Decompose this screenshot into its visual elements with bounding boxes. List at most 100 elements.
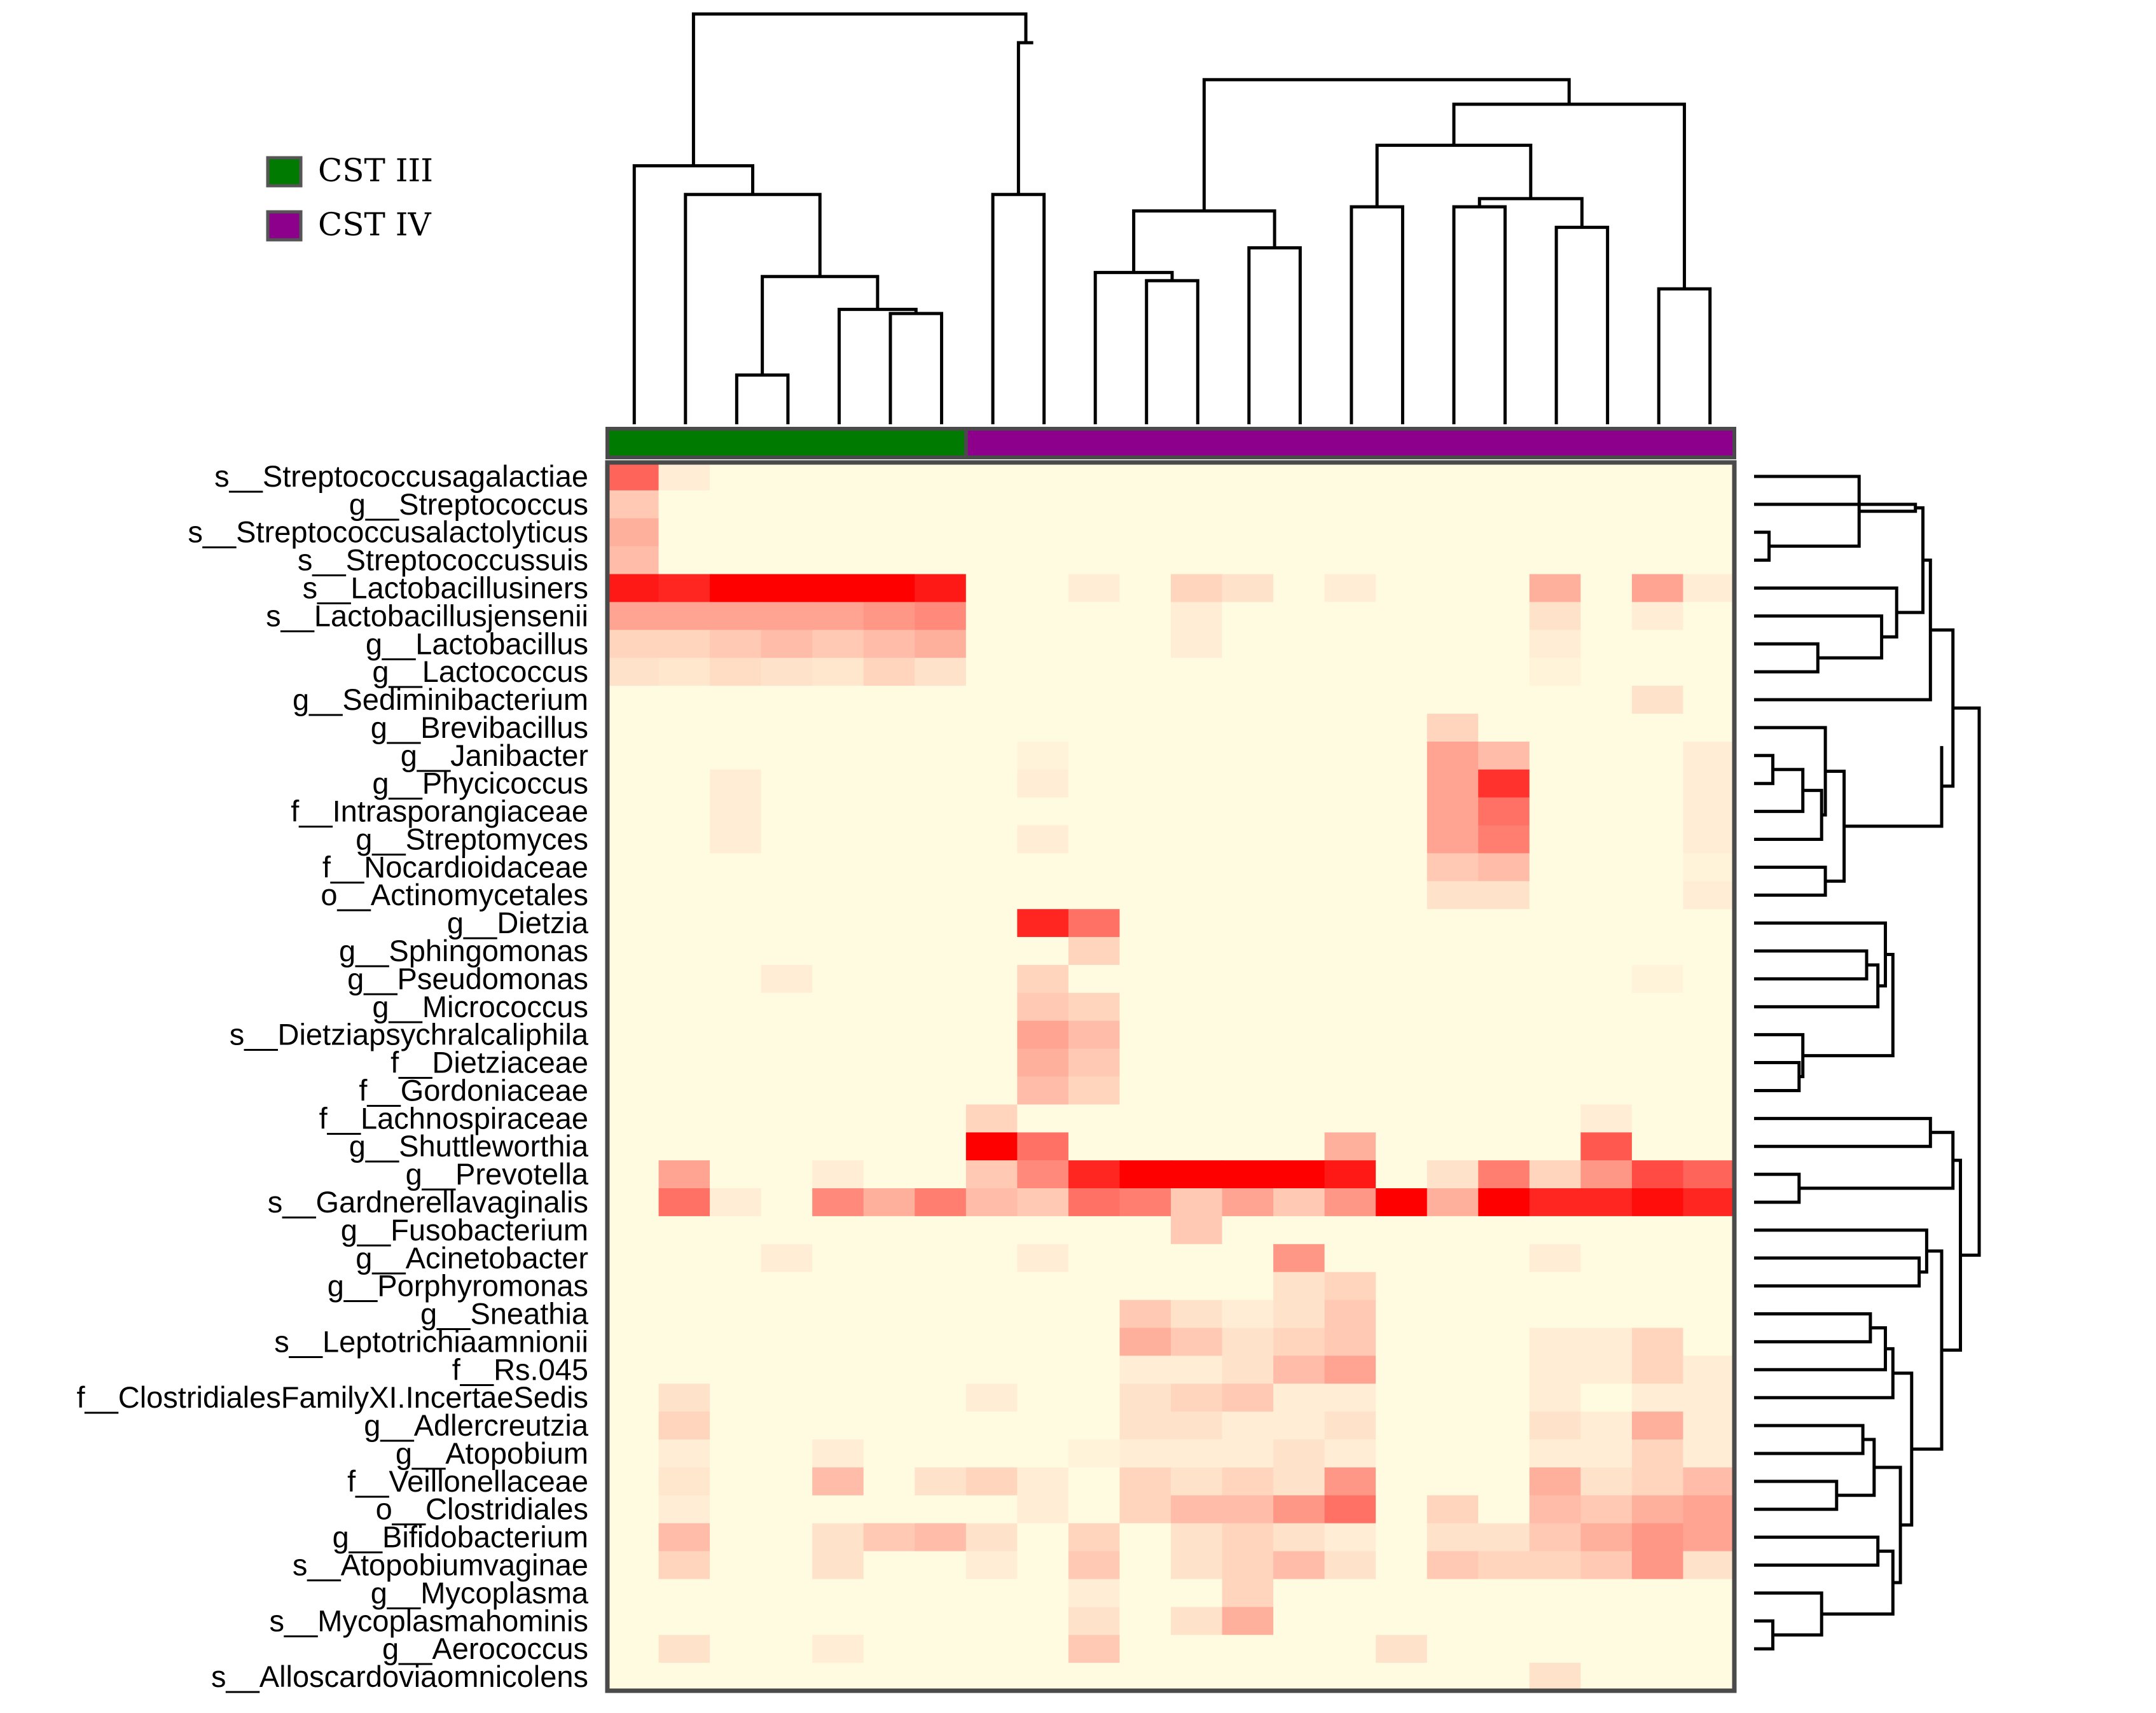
heatmap-cell: [1631, 1328, 1684, 1356]
heatmap-cell: [1683, 574, 1735, 603]
heatmap-cell: [1119, 1384, 1171, 1412]
heatmap-cell: [1017, 1663, 1069, 1691]
heatmap-cell: [1427, 462, 1479, 491]
heatmap-cell: [1683, 769, 1735, 798]
heatmap-cell: [761, 462, 813, 491]
heatmap-cell: [1683, 462, 1735, 491]
heatmap-cell: [658, 797, 710, 826]
heatmap-cell: [761, 1467, 813, 1496]
heatmap-cell: [1068, 1579, 1121, 1607]
heatmap-cell: [1068, 462, 1121, 491]
heatmap-cell: [761, 1607, 813, 1635]
heatmap-cell: [1171, 741, 1223, 770]
heatmap-cell: [1478, 462, 1530, 491]
heatmap-cell: [1119, 937, 1171, 966]
heatmap-cell: [710, 574, 762, 603]
dendrogram-branch: [1202, 78, 1571, 211]
heatmap-cell: [965, 686, 1018, 714]
heatmap-cell: [812, 630, 864, 658]
heatmap-cell: [1273, 1495, 1325, 1524]
heatmap-cell: [812, 1188, 864, 1217]
heatmap-cell: [1171, 1467, 1223, 1496]
heatmap-cell: [607, 1132, 660, 1161]
heatmap-cell: [1222, 686, 1274, 714]
heatmap-cell: [658, 964, 710, 994]
heatmap-cell: [607, 1635, 660, 1663]
heatmap-cell: [965, 1439, 1018, 1468]
heatmap-cell: [1683, 713, 1735, 742]
heatmap-cell: [1478, 574, 1530, 603]
heatmap-cell: [658, 686, 710, 714]
heatmap-cell: [1222, 964, 1274, 994]
heatmap-cell: [1068, 686, 1121, 714]
heatmap-cell: [1119, 1551, 1171, 1580]
heatmap-cell: [863, 1635, 915, 1663]
heatmap-cell: [761, 1216, 813, 1245]
heatmap-cell: [1324, 1411, 1376, 1440]
heatmap-cell: [607, 1244, 660, 1273]
heatmap-cell: [1631, 630, 1684, 658]
heatmap-cell: [1427, 1663, 1479, 1691]
row-label: o__Actinomycetales: [321, 878, 588, 912]
heatmap-cell: [658, 1300, 710, 1329]
heatmap-cell: [1017, 1244, 1069, 1273]
heatmap-cell: [1631, 881, 1684, 910]
heatmap-cell: [1427, 686, 1479, 714]
heatmap-cell: [1068, 518, 1121, 547]
heatmap-cell: [1478, 1300, 1530, 1329]
heatmap-cell: [1324, 881, 1376, 910]
heatmap-cell: [1683, 881, 1735, 910]
heatmap-cell: [1273, 1551, 1325, 1580]
heatmap-cell: [1631, 1384, 1684, 1412]
heatmap-cell: [812, 825, 864, 854]
heatmap-cell: [1171, 1132, 1223, 1161]
heatmap-cell: [1324, 1439, 1376, 1468]
heatmap-cell: [1580, 602, 1633, 630]
heatmap-cell: [965, 574, 1018, 603]
column-group-segment: [964, 427, 1736, 459]
heatmap-cell: [1017, 769, 1069, 798]
heatmap-cell: [1068, 1132, 1121, 1161]
heatmap-cell: [1171, 937, 1223, 966]
heatmap-cell: [1683, 518, 1735, 547]
heatmap-cell: [1376, 797, 1428, 826]
heatmap-cell: [915, 602, 967, 630]
heatmap-cell: [1580, 1523, 1633, 1552]
heatmap-cell: [710, 964, 762, 994]
heatmap-cell: [710, 1104, 762, 1133]
heatmap-cell: [710, 1635, 762, 1663]
dendrogram-branch: [1554, 225, 1610, 424]
heatmap-cell: [1171, 1076, 1223, 1105]
heatmap-cell: [761, 1328, 813, 1356]
heatmap-cell: [915, 1411, 967, 1440]
heatmap-cell: [1580, 741, 1633, 770]
heatmap-cell: [1171, 1635, 1223, 1663]
heatmap-cell: [1068, 1188, 1121, 1217]
heatmap-cell: [1222, 1523, 1274, 1552]
heatmap-cell: [710, 1300, 762, 1329]
heatmap-cell: [812, 741, 864, 770]
heatmap-cell: [812, 1216, 864, 1245]
heatmap-cell: [710, 853, 762, 882]
heatmap-cell: [1017, 741, 1069, 770]
heatmap-cell: [607, 1384, 660, 1412]
heatmap-cell: [1529, 1495, 1581, 1524]
heatmap-cell: [761, 602, 813, 630]
heatmap-cell: [1222, 602, 1274, 630]
heatmap-cell: [1683, 964, 1735, 994]
heatmap-cell: [863, 1188, 915, 1217]
row-label: s__Streptococcussuis: [298, 543, 588, 577]
heatmap-cell: [1580, 769, 1633, 798]
heatmap-cell: [1324, 658, 1376, 686]
heatmap-cell: [1222, 1244, 1274, 1273]
heatmap-cell: [1683, 1076, 1735, 1105]
heatmap-cell: [607, 741, 660, 770]
heatmap-cell: [1478, 797, 1530, 826]
heatmap-cell: [1171, 1048, 1223, 1078]
heatmap-cell: [710, 909, 762, 938]
dendrogram-branch: [632, 164, 755, 424]
row-label: s__Leptotrichiaamnionii: [274, 1324, 588, 1358]
heatmap-cell: [1017, 853, 1069, 882]
heatmap-cell: [1222, 1160, 1274, 1189]
heatmap-cell: [1119, 1188, 1171, 1217]
